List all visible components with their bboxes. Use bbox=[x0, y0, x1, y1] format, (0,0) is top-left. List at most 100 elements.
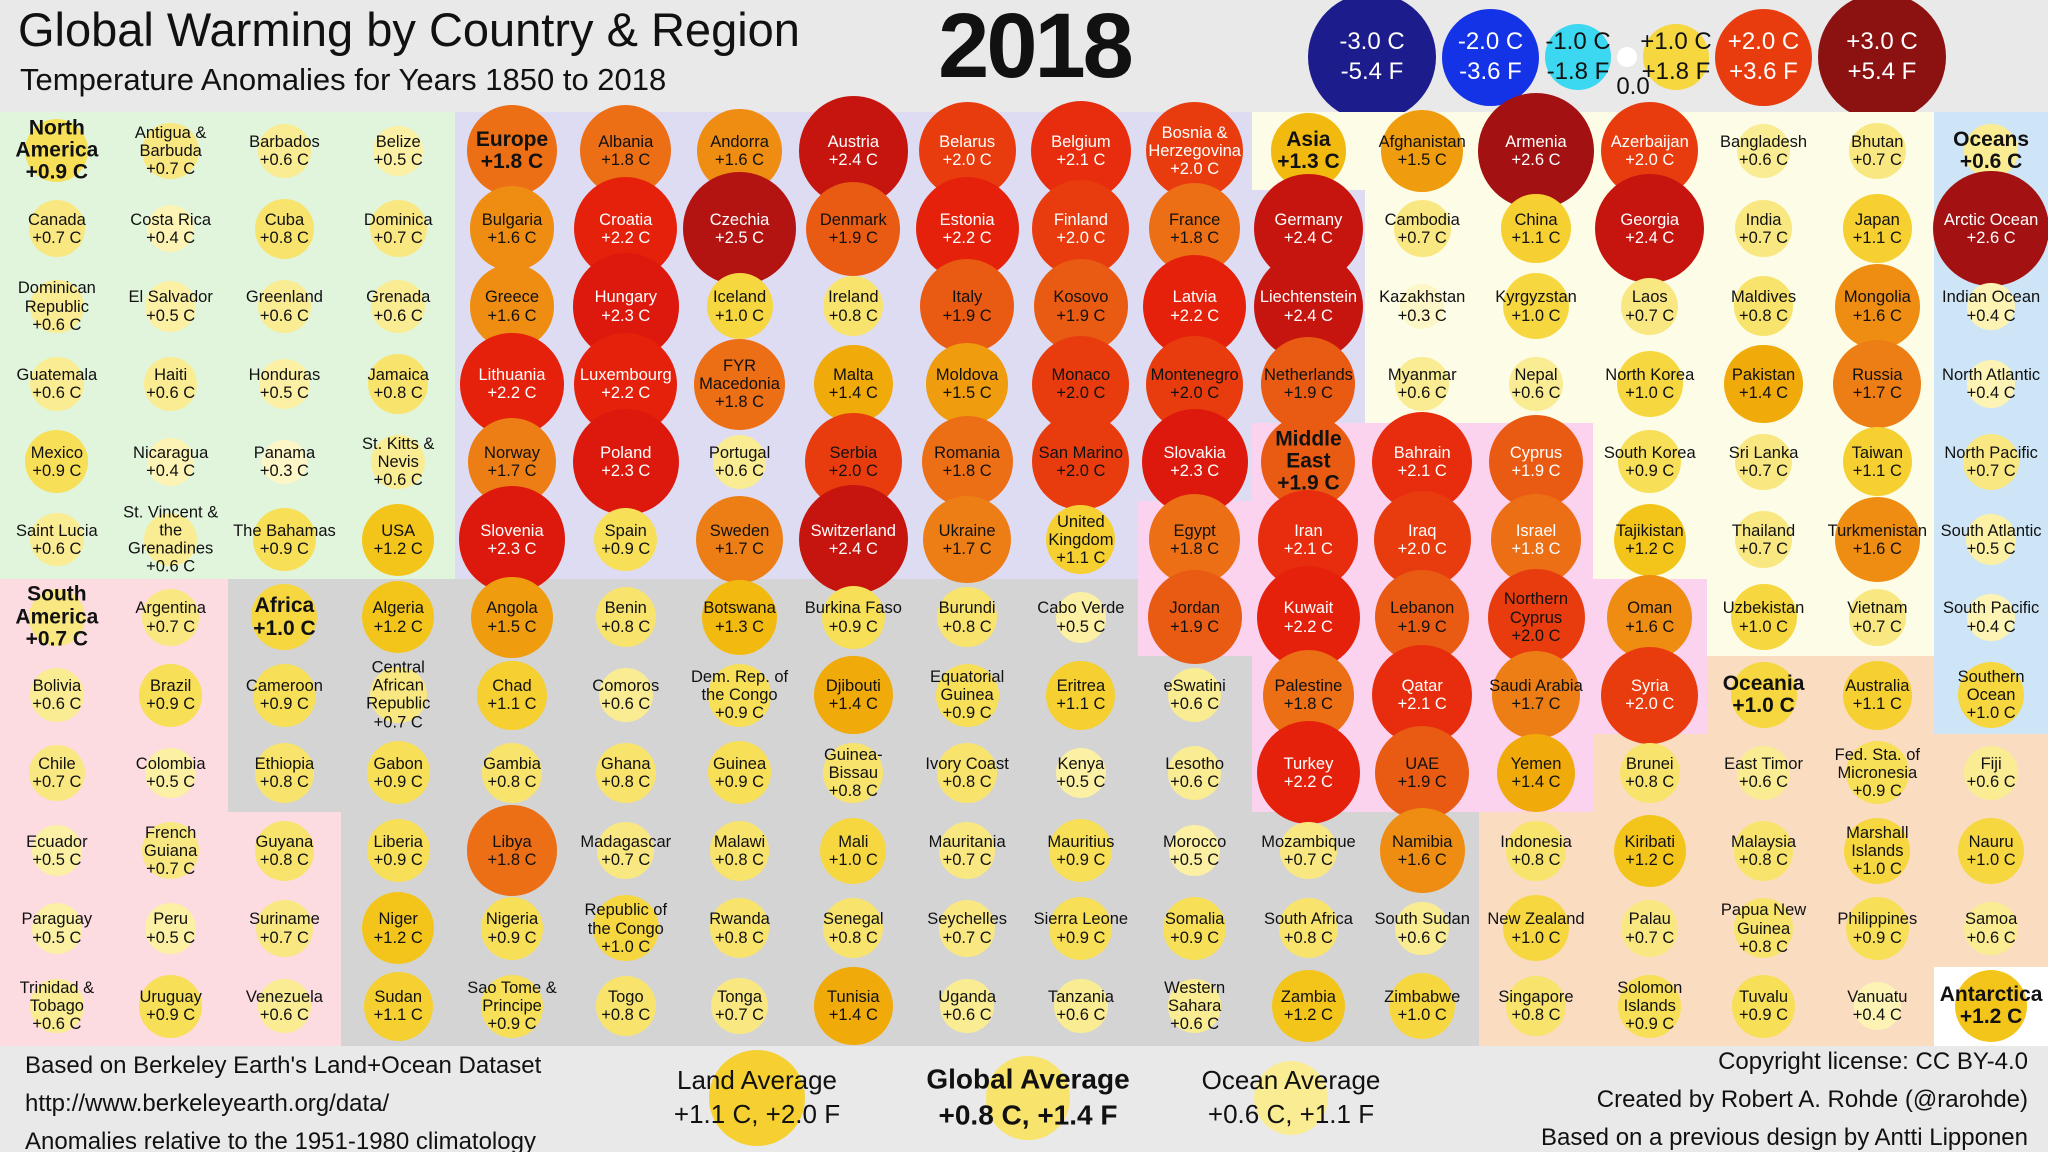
anomaly-value: +0.9 C bbox=[1170, 928, 1220, 947]
legend-fahrenheit: +1.8 F bbox=[1641, 58, 1711, 85]
country-name: Mali bbox=[838, 832, 869, 851]
country-label: Tanzania +0.6 C bbox=[1029, 988, 1133, 1024]
country-bubble bbox=[1618, 430, 1682, 494]
country-bubble bbox=[814, 344, 893, 424]
legend-item-label: -1.0 C -1.8 F bbox=[1545, 27, 1610, 87]
anomaly-value: +0.7 C bbox=[1397, 228, 1447, 247]
country-bubble bbox=[1163, 896, 1227, 960]
country-label: Solomon Islands +0.9 C bbox=[1598, 979, 1702, 1033]
country-bubble bbox=[1732, 974, 1795, 1038]
country-name: Senegal bbox=[823, 910, 884, 929]
country-name: Panama bbox=[253, 443, 316, 462]
anomaly-value: +0.6 C bbox=[32, 384, 82, 403]
country-label: Costa Rica +0.4 C bbox=[119, 210, 223, 246]
country-name: Cabo Verde bbox=[1037, 599, 1125, 618]
country-name: Mozambique bbox=[1261, 832, 1356, 851]
country-name: Colombia bbox=[135, 754, 206, 773]
country-name: South Pacific bbox=[1942, 599, 2040, 618]
country-label: Kiribati +1.2 C bbox=[1598, 832, 1702, 868]
country-name: Botswana bbox=[703, 599, 776, 618]
country-name: Netherlands bbox=[1263, 365, 1353, 384]
anomaly-value: +0.4 C bbox=[146, 461, 196, 480]
average-text: Land Average +1.1 C, +2.0 F bbox=[627, 1064, 887, 1132]
country-label: Israel +1.8 C bbox=[1484, 521, 1588, 557]
country-label: Chile +0.7 C bbox=[5, 755, 109, 791]
country-name: Guinea-Bissau bbox=[823, 745, 883, 782]
country-name: Nigeria bbox=[485, 910, 539, 929]
country-bubble bbox=[259, 358, 310, 410]
anomaly-value: +2.6 C bbox=[1966, 228, 2016, 247]
country-name: Ghana bbox=[600, 754, 651, 773]
anomaly-value: +1.6 C bbox=[1852, 539, 1902, 558]
anomaly-value: +1.6 C bbox=[715, 150, 765, 169]
anomaly-value: +0.9 C bbox=[25, 161, 89, 184]
average-text: Global Average +0.8 C, +1.4 F bbox=[898, 1062, 1158, 1135]
country-label: Libya +1.8 C bbox=[460, 832, 564, 868]
country-name: Bahrain bbox=[1393, 443, 1451, 462]
country-name: Ivory Coast bbox=[925, 754, 1009, 773]
country-bubble bbox=[694, 338, 785, 430]
country-name: Armenia bbox=[1505, 132, 1567, 151]
country-name: Paraguay bbox=[21, 910, 93, 929]
anomaly-value: +1.0 C bbox=[1966, 704, 2016, 723]
country-name: Canada bbox=[27, 210, 86, 229]
country-name: Monaco bbox=[1051, 365, 1111, 384]
country-name: Albania bbox=[598, 132, 654, 151]
country-label: Kyrgyzstan +1.0 C bbox=[1484, 288, 1588, 324]
country-name: Indian Ocean bbox=[1942, 288, 2041, 307]
anomaly-value: +0.7 C bbox=[942, 850, 992, 869]
anomaly-value: +1.6 C bbox=[1397, 850, 1447, 869]
country-name: French Guiana bbox=[144, 823, 198, 860]
country-name: Brunei bbox=[1625, 754, 1674, 773]
country-label: Bangladesh +0.6 C bbox=[1712, 133, 1816, 169]
anomaly-value: +0.6 C bbox=[32, 539, 82, 558]
anomaly-value: +2.2 C bbox=[487, 384, 537, 403]
country-label: North Atlantic +0.4 C bbox=[1939, 366, 2043, 402]
region-header-label: Oceania bbox=[1722, 671, 1805, 695]
country-name: Serbia bbox=[829, 443, 878, 462]
country-name: Ecuador bbox=[26, 832, 88, 851]
country-name: Ireland bbox=[828, 288, 879, 307]
anomaly-value: +1.4 C bbox=[828, 1006, 878, 1025]
country-label: Nauru +1.0 C bbox=[1939, 832, 2043, 868]
anomaly-value: +2.0 C bbox=[1056, 228, 1106, 247]
country-label: Yemen +1.4 C bbox=[1484, 755, 1588, 791]
anomaly-value: +0.9 C bbox=[942, 704, 992, 723]
country-bubble bbox=[938, 822, 996, 879]
anomaly-value: +2.0 C bbox=[1170, 384, 1220, 403]
country-label: Australia +1.1 C bbox=[1825, 677, 1929, 713]
country-bubble bbox=[598, 668, 653, 722]
country-label: Latvia +2.2 C bbox=[1143, 288, 1247, 324]
country-name: Luxembourg bbox=[579, 365, 672, 384]
country-name: Egypt bbox=[1173, 521, 1216, 540]
country-label: Sao Tome & Principe +0.9 C bbox=[460, 979, 564, 1033]
country-label: Monaco +2.0 C bbox=[1029, 366, 1133, 402]
country-label: Suriname +0.7 C bbox=[232, 910, 336, 946]
anomaly-value: +1.8 C bbox=[942, 461, 992, 480]
country-bubble bbox=[709, 820, 770, 881]
country-bubble bbox=[595, 976, 656, 1037]
country-label: Namibia +1.6 C bbox=[1370, 832, 1474, 868]
country-bubble bbox=[1381, 110, 1463, 192]
country-label: Belarus +2.0 C bbox=[915, 133, 1019, 169]
country-bubble bbox=[369, 200, 427, 257]
country-name: Pakistan bbox=[1731, 365, 1796, 384]
country-name: Marshall Islands bbox=[1846, 823, 1909, 860]
anomaly-value: +0.7 C bbox=[601, 850, 651, 869]
country-name: Vietnam bbox=[1847, 599, 1908, 618]
country-name: Bulgaria bbox=[481, 210, 543, 229]
country-bubble bbox=[30, 979, 84, 1033]
country-bubble bbox=[362, 581, 435, 654]
legend-bubble bbox=[1545, 24, 1611, 90]
country-bubble bbox=[1503, 895, 1569, 962]
country-bubble bbox=[371, 435, 426, 489]
average-value: +1.1 C, +2.0 F bbox=[673, 1099, 841, 1129]
country-bubble bbox=[1169, 825, 1220, 876]
country-bubble bbox=[1967, 282, 2015, 331]
country-name: Malta bbox=[833, 365, 874, 384]
country-name: North Pacific bbox=[1944, 443, 2038, 462]
footer-left-line[interactable]: http://www.berkeleyearth.org/data/ bbox=[25, 1090, 390, 1117]
country-label: Mauritania +0.7 C bbox=[915, 832, 1019, 868]
anomaly-value: +1.1 C bbox=[1852, 695, 1902, 714]
country-bubble bbox=[256, 900, 313, 957]
